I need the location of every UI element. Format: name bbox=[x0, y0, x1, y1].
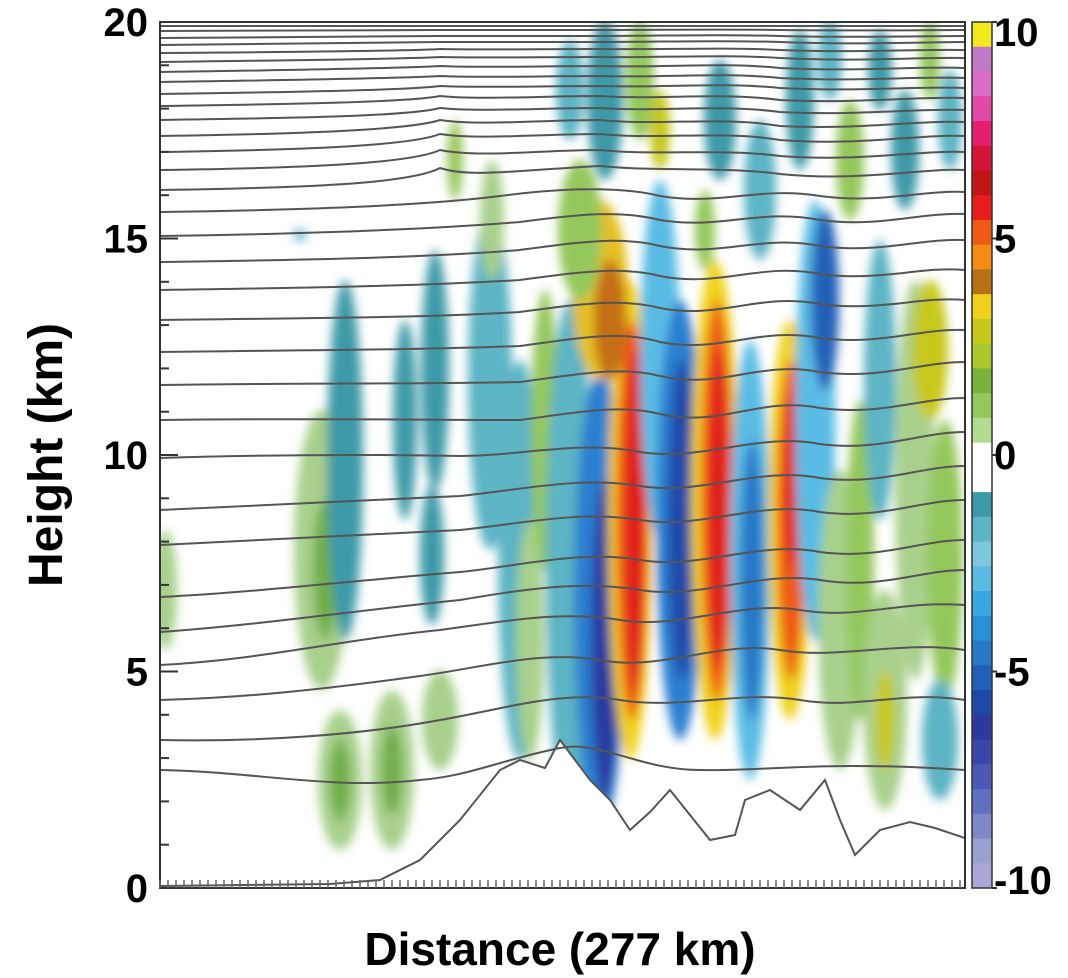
colorbar-swatch bbox=[972, 71, 992, 97]
colorbar-swatch bbox=[972, 690, 992, 716]
colorbar-swatch bbox=[972, 219, 992, 246]
colorbar-tick-label: 10 bbox=[994, 11, 1039, 55]
x-axis-title: Distance (277 km) bbox=[364, 923, 755, 975]
colorbar-swatch bbox=[972, 195, 992, 221]
colorbar-swatch bbox=[972, 764, 992, 790]
y-tick-label: 15 bbox=[104, 218, 149, 262]
colorbar-swatch bbox=[972, 739, 992, 765]
colorbar-swatch bbox=[972, 813, 992, 840]
shaded-field bbox=[160, 22, 963, 850]
colorbar-swatch bbox=[972, 615, 992, 642]
colorbar-swatch bbox=[972, 665, 992, 691]
colorbar-swatch bbox=[972, 343, 992, 369]
colorbar-swatch bbox=[972, 244, 992, 270]
colorbar-swatch bbox=[972, 368, 992, 394]
colorbar-swatch bbox=[972, 714, 992, 741]
colorbar-swatch bbox=[972, 566, 992, 592]
colorbar-swatch bbox=[972, 318, 992, 345]
y-tick-label: 10 bbox=[104, 434, 149, 478]
colorbar-swatch bbox=[972, 863, 992, 889]
colorbar-swatch bbox=[972, 467, 992, 493]
colorbar-swatch bbox=[972, 789, 992, 815]
colorbar: 10 5 0 -5 -10 bbox=[971, 11, 1052, 903]
colorbar-swatch bbox=[972, 96, 992, 122]
y-tick-label: 20 bbox=[104, 1, 149, 45]
y-axis-title: Height (km) bbox=[20, 323, 73, 587]
colorbar-tick-label: 5 bbox=[994, 218, 1016, 262]
colorbar-swatch bbox=[972, 294, 992, 320]
colorbar-tick-label: -5 bbox=[994, 651, 1030, 695]
colorbar-swatch bbox=[972, 46, 992, 72]
colorbar-swatch bbox=[972, 541, 992, 567]
colorbar-swatch bbox=[972, 170, 992, 196]
colorbar-swatch bbox=[972, 393, 992, 419]
y-tick-label: 0 bbox=[126, 867, 148, 911]
colorbar-swatch bbox=[972, 442, 992, 468]
x-axis bbox=[159, 880, 961, 888]
isentrope-contours bbox=[160, 25, 965, 887]
colorbar-swatch bbox=[972, 417, 992, 444]
colorbar-swatch bbox=[972, 591, 992, 617]
colorbar-swatch bbox=[972, 145, 992, 171]
colorbar-swatch bbox=[972, 516, 992, 543]
y-tick-label: 5 bbox=[126, 651, 148, 695]
colorbar-tick-label: 0 bbox=[994, 434, 1016, 478]
colorbar-swatch bbox=[972, 22, 992, 48]
y-axis: 0 5 10 15 20 bbox=[104, 1, 178, 911]
colorbar-tick-label: -10 bbox=[994, 859, 1052, 903]
colorbar-swatch bbox=[972, 640, 992, 666]
colorbar-swatch bbox=[972, 492, 992, 518]
terrain-mask bbox=[160, 740, 965, 888]
colorbar-swatch bbox=[972, 838, 992, 864]
colorbar-swatch bbox=[972, 269, 992, 295]
colorbar-swatch bbox=[972, 120, 992, 147]
